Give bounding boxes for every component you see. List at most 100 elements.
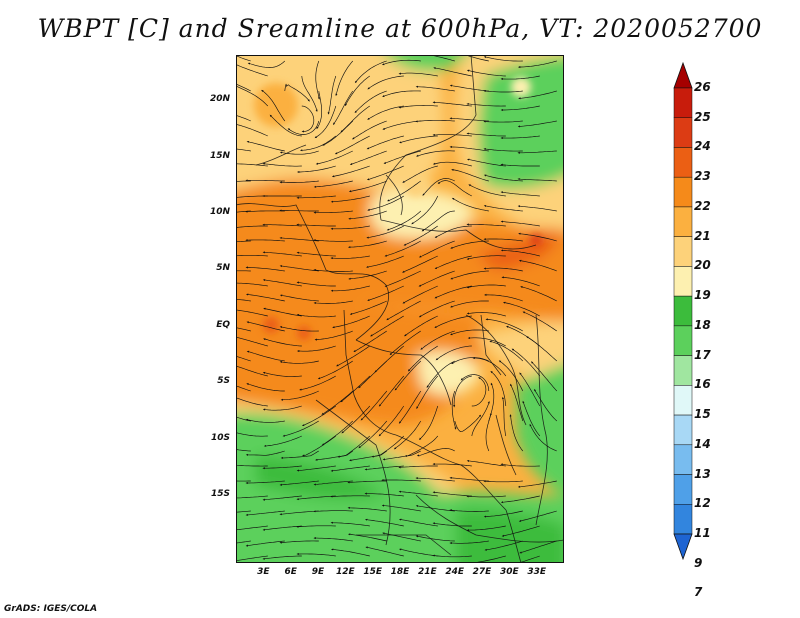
- streamline: [394, 360, 422, 391]
- streamline: [364, 518, 404, 527]
- colorbar-segment: [673, 147, 693, 178]
- streamline: [315, 150, 353, 165]
- streamline: [287, 120, 320, 135]
- streamline: [245, 540, 285, 547]
- streamline: [279, 209, 319, 212]
- streamline: [450, 329, 489, 336]
- streamline: [313, 480, 353, 486]
- streamline: [426, 360, 455, 388]
- streamline: [517, 480, 557, 488]
- streamline: [450, 270, 489, 280]
- streamline: [404, 435, 439, 457]
- streamline: [398, 548, 438, 557]
- streamline: [330, 285, 370, 292]
- streamline: [296, 465, 336, 472]
- streamline: [299, 375, 336, 391]
- streamline: [432, 161, 472, 167]
- map-panel[interactable]: [231, 55, 564, 568]
- streamline: [389, 330, 421, 356]
- streamline: [500, 135, 540, 140]
- streamline: [245, 266, 285, 272]
- streamline: [347, 480, 387, 484]
- lon-label: 12E: [335, 567, 355, 577]
- streamline: [464, 55, 489, 62]
- streamline: [451, 197, 489, 212]
- streamline: [332, 315, 370, 329]
- streamline: [517, 178, 557, 182]
- streamline: [236, 327, 251, 332]
- streamline: [236, 225, 268, 228]
- streamline: [510, 383, 524, 422]
- streamline: [315, 60, 320, 100]
- streamline: [236, 123, 268, 137]
- streamline: [432, 101, 472, 107]
- streamline: [483, 148, 523, 152]
- streamline: [262, 555, 302, 560]
- colorbar-segment: [673, 117, 693, 148]
- colorbar-label: 13: [694, 466, 711, 481]
- streamline: [421, 210, 455, 232]
- streamline: [501, 396, 507, 437]
- streamline: [501, 525, 540, 537]
- colorbar-segment: [673, 504, 693, 535]
- streamline: [422, 178, 455, 196]
- streamline: [358, 360, 388, 389]
- streamline: [403, 225, 438, 246]
- streamline: [296, 195, 336, 199]
- lat-label: 10N: [209, 207, 230, 218]
- streamline: [449, 509, 489, 512]
- streamline: [315, 450, 353, 461]
- colorbar-segment: [673, 176, 693, 208]
- streamline: [466, 223, 506, 227]
- streamline: [418, 240, 455, 258]
- streamline: [262, 371, 302, 377]
- streamline: [378, 405, 405, 437]
- streamline: [282, 420, 319, 437]
- streamline: [483, 56, 523, 62]
- streamline: [236, 55, 251, 62]
- streamline: [416, 150, 455, 157]
- colorbar-label: 19: [694, 288, 711, 303]
- streamline: [415, 535, 455, 542]
- streamline: [334, 135, 370, 155]
- colorbar-label: 24: [694, 139, 711, 154]
- streamline: [526, 336, 558, 362]
- streamline: [348, 270, 387, 280]
- streamline: [416, 375, 439, 410]
- chart-title: WBPT [C] and Sreamline at 600hPa, VT: 20…: [37, 14, 763, 43]
- streamline: [432, 554, 472, 558]
- streamline: [471, 401, 490, 437]
- streamline: [367, 105, 404, 120]
- streamline: [245, 510, 285, 516]
- streamline: [279, 510, 319, 516]
- streamline: [382, 90, 421, 97]
- streamline: [432, 491, 472, 497]
- streamline: [333, 90, 354, 126]
- streamline: [367, 285, 404, 301]
- streamline: [415, 504, 455, 512]
- streamline: [450, 300, 489, 308]
- streamline: [466, 284, 506, 289]
- streamline: [434, 315, 472, 328]
- streamline: [296, 495, 336, 501]
- lon-label: 33E: [527, 567, 546, 577]
- streamline: [418, 300, 455, 318]
- streamline: [501, 276, 540, 287]
- streamline: [399, 135, 438, 144]
- streamline: [500, 191, 540, 197]
- streamline: [530, 361, 558, 392]
- streamline: [364, 465, 404, 471]
- lon-label: 6E: [284, 567, 297, 577]
- streamline: [517, 60, 557, 69]
- streamline: [411, 195, 439, 225]
- lon-label: 27E: [472, 567, 492, 577]
- streamline: [518, 259, 557, 272]
- streamline: [236, 555, 268, 562]
- streamline: [236, 495, 268, 499]
- streamline: [262, 405, 302, 411]
- streamline: [518, 510, 557, 522]
- streamline: [384, 240, 421, 257]
- wbpt-field: [236, 55, 564, 563]
- streamline: [466, 312, 506, 317]
- streamline: [263, 307, 302, 317]
